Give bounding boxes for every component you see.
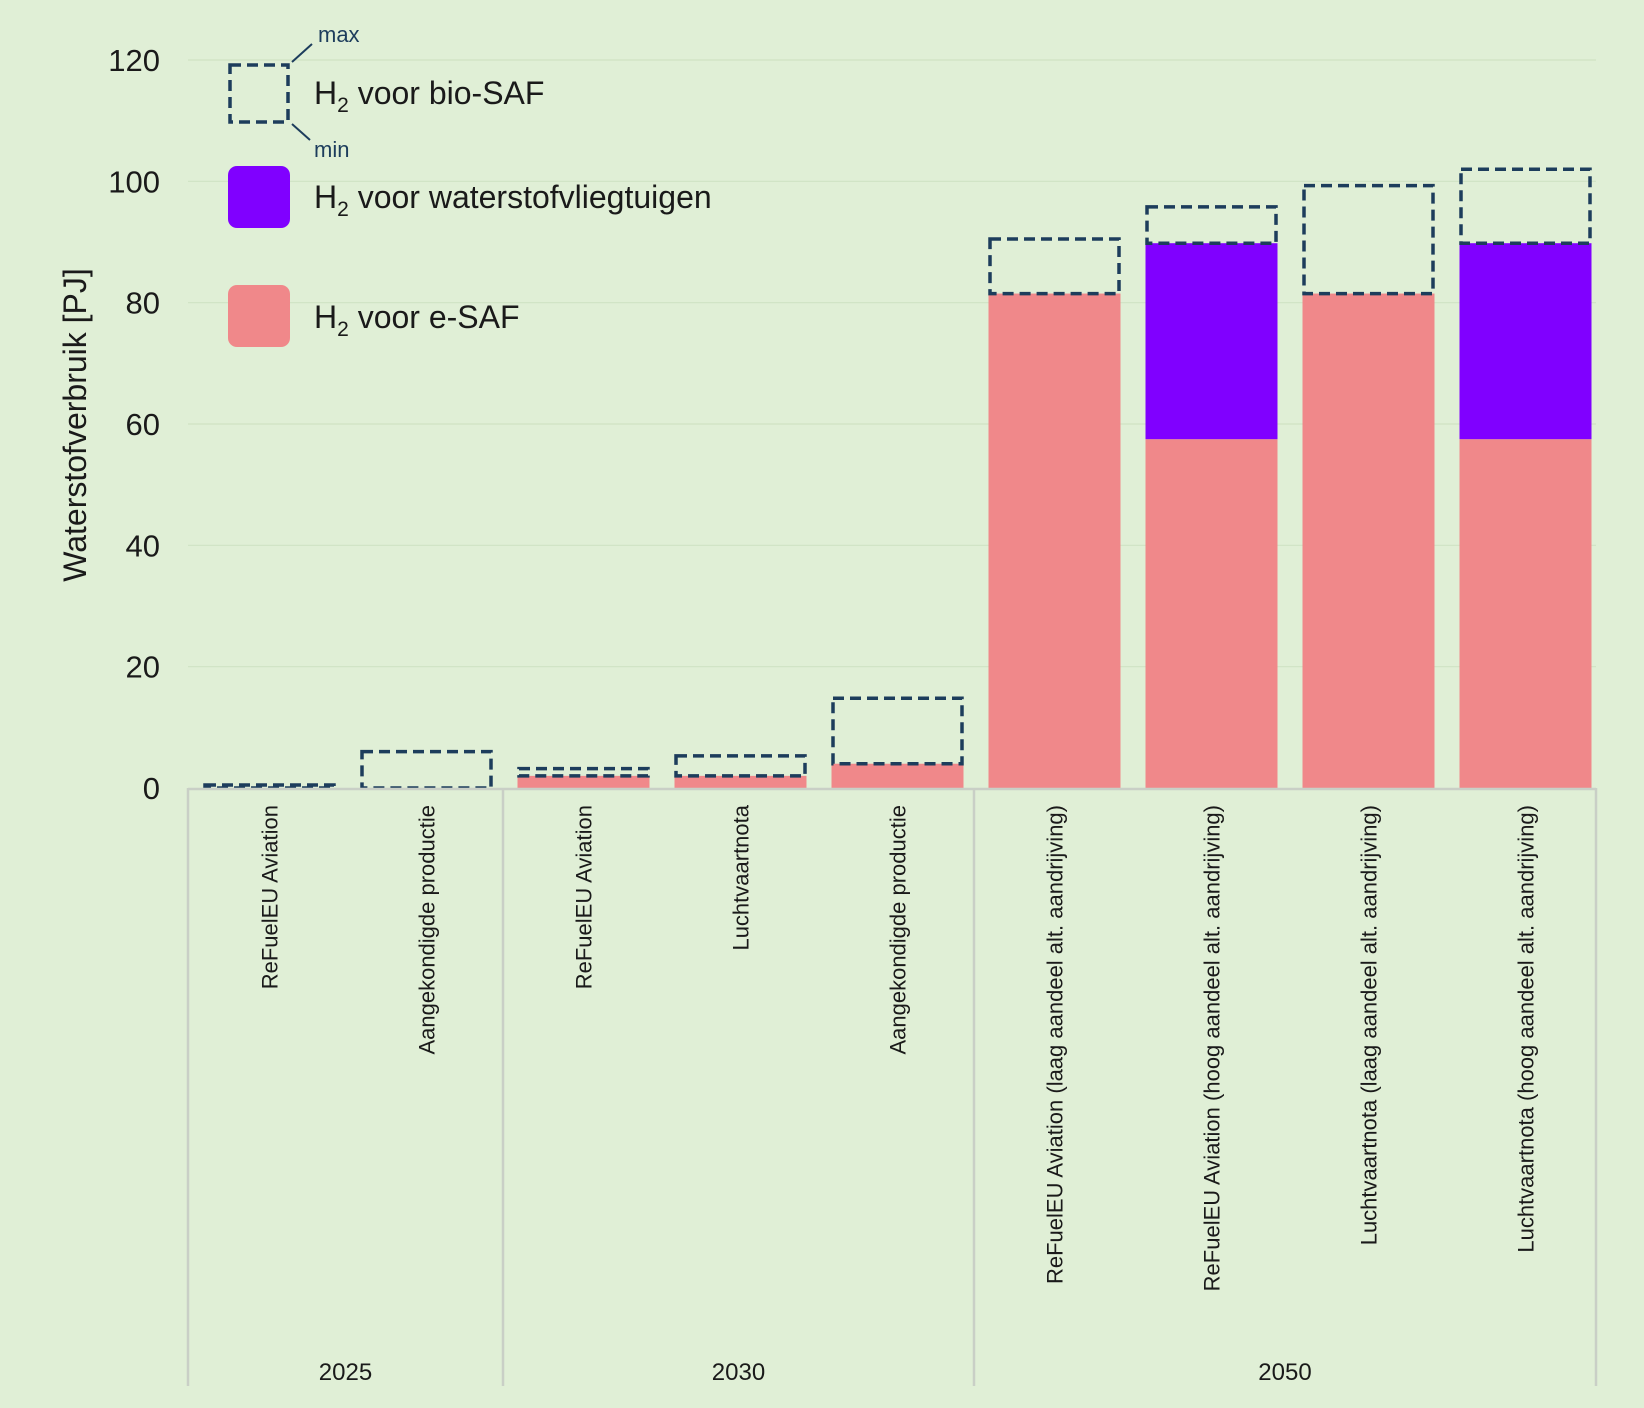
y-axis-label: Waterstofverbruik [PJ] (57, 268, 93, 582)
bar-esaf (988, 293, 1121, 788)
axes: 0 20 40 60 80 100 120 ReFuelEU Aviation Aangekon… (108, 43, 1598, 1386)
legend-label-bio-saf: H2 voor bio-SAF (314, 75, 544, 117)
bar-bio-saf-range (1145, 205, 1278, 245)
bar-bio-saf-range (203, 783, 336, 790)
x-tick-label: Aangekondigde productie (415, 805, 440, 1055)
legend-min-label: min (314, 137, 349, 162)
bar-bio-saf-range (1459, 167, 1592, 245)
x-tick-label: Luchtvaartnota (hoog aandeel alt. aandri… (1514, 805, 1539, 1253)
bar-bio-saf-range (988, 237, 1121, 296)
x-tick-label: Luchtvaartnota (729, 804, 754, 950)
group-label: 2050 (1258, 1359, 1311, 1386)
legend-label-esaf: H2 voor e-SAF (314, 299, 520, 341)
group-label: 2025 (319, 1359, 372, 1386)
bar-bio-saf-range (517, 766, 650, 778)
y-tick-label: 60 (126, 407, 160, 442)
bars (203, 167, 1592, 790)
y-tick-label: 40 (126, 528, 160, 563)
bar-esaf (517, 775, 650, 788)
y-tick-label: 80 (126, 286, 160, 321)
legend-max-leader (291, 43, 313, 63)
x-tick-label: Luchtvaartnota (laag aandeel alt. aandri… (1357, 805, 1382, 1245)
bar-esaf (1302, 293, 1435, 788)
bar-bio-saf-range (831, 696, 964, 766)
legend-swatch-waterstofvliegtuigen (228, 166, 290, 228)
y-tick-label: 120 (108, 43, 160, 78)
legend-swatch-bio-saf (228, 63, 290, 124)
legend-label-waterstofvliegtuigen: H2 voor waterstofvliegtuigen (314, 179, 712, 221)
group-label: 2030 (712, 1359, 765, 1386)
bar-esaf (674, 775, 807, 788)
y-tick-label: 100 (108, 164, 160, 199)
bar-bio-saf-range (674, 754, 807, 778)
bar-bio-saf-range (1302, 183, 1435, 296)
bar-esaf (1459, 439, 1592, 788)
bar-waterstofvliegtuigen (1145, 243, 1278, 440)
x-tick-label: Aangekondigde productie (886, 805, 911, 1055)
bar-bio-saf-range (360, 749, 493, 790)
y-tick-label: 20 (126, 650, 160, 685)
legend-max-label: max (318, 22, 360, 47)
y-tick-label: 0 (143, 771, 160, 806)
legend-swatch-esaf (228, 285, 290, 347)
bar-esaf (1145, 439, 1278, 788)
bar-esaf (831, 763, 964, 788)
x-tick-label: ReFuelEU Aviation (258, 805, 283, 989)
x-tick-label: ReFuelEU Aviation (laag aandeel alt. aan… (1043, 805, 1068, 1284)
bar-waterstofvliegtuigen (1459, 243, 1592, 440)
x-tick-label: ReFuelEU Aviation (hoog aandeel alt. aan… (1200, 805, 1225, 1291)
legend-min-leader (291, 123, 311, 141)
x-tick-label: ReFuelEU Aviation (572, 805, 597, 989)
legend: max min H2 voor bio-SAF H2 voor waterstofvl… (228, 22, 712, 347)
